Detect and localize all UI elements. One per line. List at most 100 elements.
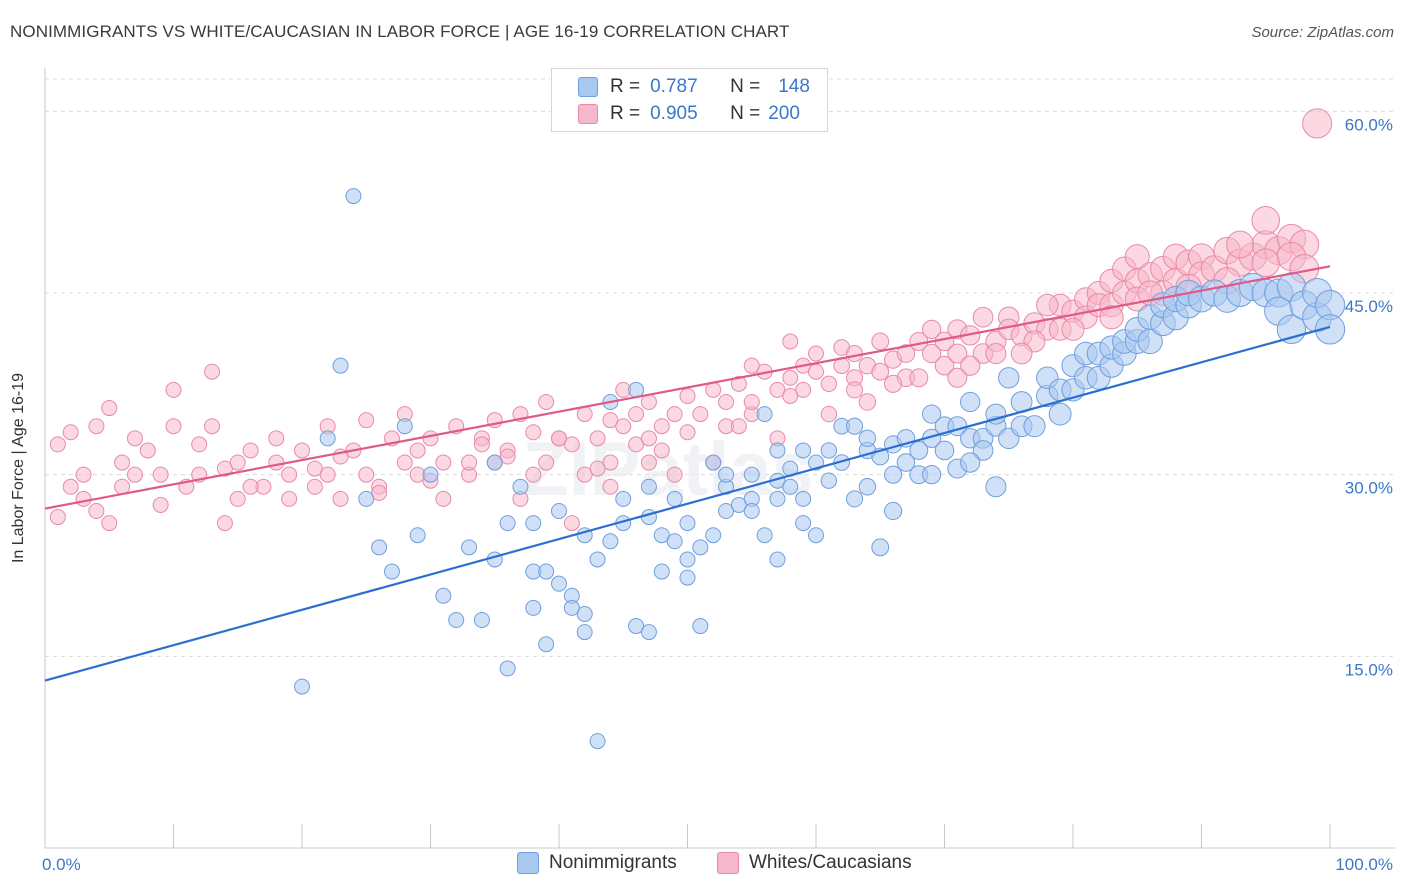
data-point-whites-caucasians <box>896 344 916 363</box>
data-point-nonimmigrants <box>499 660 516 677</box>
data-point-nonimmigrants <box>653 527 670 544</box>
data-point-whites-caucasians <box>191 436 208 453</box>
data-point-whites-caucasians <box>88 503 105 519</box>
data-point-whites-caucasians <box>563 515 580 532</box>
data-point-whites-caucasians <box>858 393 877 411</box>
data-point-nonimmigrants <box>525 599 542 616</box>
data-point-whites-caucasians <box>75 490 92 507</box>
data-point-nonimmigrants <box>756 527 773 544</box>
correlation-legend: R = 0.787 N = 148 R = 0.905 N = 200 <box>551 68 828 132</box>
data-point-nonimmigrants <box>820 472 838 489</box>
data-point-whites-caucasians <box>126 466 143 483</box>
trend-line-whites-caucasians <box>44 265 1331 510</box>
data-point-nonimmigrants <box>743 503 760 519</box>
data-point-whites-caucasians <box>653 442 670 459</box>
data-point-whites-caucasians <box>242 478 259 495</box>
y-tick-label: 45.0% <box>1345 297 1393 316</box>
data-point-whites-caucasians <box>126 430 143 447</box>
data-point-whites-caucasians <box>666 406 683 423</box>
data-point-whites-caucasians <box>152 496 169 513</box>
data-point-whites-caucasians <box>679 387 696 404</box>
data-point-nonimmigrants <box>499 515 516 532</box>
data-point-nonimmigrants <box>358 490 375 507</box>
data-point-whites-caucasians <box>499 448 516 465</box>
data-point-nonimmigrants <box>909 441 929 460</box>
data-point-whites-caucasians <box>782 333 799 350</box>
data-point-whites-caucasians <box>229 454 246 471</box>
data-point-whites-caucasians <box>204 363 221 380</box>
legend-swatch-pink <box>717 852 739 874</box>
data-point-nonimmigrants <box>486 454 503 471</box>
data-point-nonimmigrants <box>525 515 542 532</box>
data-point-nonimmigrants <box>858 429 877 448</box>
data-point-whites-caucasians <box>358 412 375 429</box>
data-point-nonimmigrants <box>551 503 567 519</box>
data-point-whites-caucasians <box>640 454 657 471</box>
data-point-nonimmigrants <box>640 478 657 495</box>
data-point-nonimmigrants <box>846 490 864 508</box>
legend-item-nonimmigrants: Nonimmigrants <box>517 852 677 874</box>
data-point-whites-caucasians <box>62 478 79 495</box>
data-point-whites-caucasians <box>947 343 968 364</box>
legend-label: Nonimmigrants <box>549 852 677 873</box>
data-point-nonimmigrants <box>756 406 773 423</box>
data-point-nonimmigrants <box>396 418 413 435</box>
source-label: Source: ZipAtlas.com <box>1251 24 1394 41</box>
y-tick-label: 60.0% <box>1345 115 1393 134</box>
data-point-nonimmigrants <box>808 527 824 544</box>
data-point-whites-caucasians <box>653 418 670 435</box>
data-point-whites-caucasians <box>808 345 824 362</box>
legend-r-value: 0.905 <box>650 103 698 124</box>
data-point-whites-caucasians <box>281 490 298 507</box>
data-point-whites-caucasians <box>319 466 336 483</box>
data-point-nonimmigrants <box>435 587 452 604</box>
data-point-nonimmigrants <box>332 357 349 374</box>
data-point-nonimmigrants <box>960 391 981 413</box>
data-point-whites-caucasians <box>473 436 490 453</box>
data-point-nonimmigrants <box>615 490 632 507</box>
series-legend: Nonimmigrants Whites/Caucasians <box>0 852 1406 878</box>
data-point-whites-caucasians <box>947 367 968 388</box>
data-point-whites-caucasians <box>422 430 439 447</box>
legend-row-whites: R = 0.905 N = 200 <box>578 102 800 126</box>
data-point-whites-caucasians <box>602 454 619 471</box>
data-point-whites-caucasians <box>808 363 824 380</box>
y-tick-label: 30.0% <box>1345 479 1393 498</box>
data-point-nonimmigrants <box>1314 314 1346 345</box>
y-tick-label: 15.0% <box>1345 660 1393 679</box>
data-point-whites-caucasians <box>165 381 182 398</box>
data-point-whites-caucasians <box>1124 244 1150 270</box>
data-point-whites-caucasians <box>972 306 994 328</box>
data-point-nonimmigrants <box>884 501 903 521</box>
data-point-whites-caucasians <box>589 430 606 447</box>
data-point-nonimmigrants <box>896 453 916 472</box>
data-point-whites-caucasians <box>1302 108 1333 139</box>
data-point-nonimmigrants <box>422 466 439 483</box>
data-point-whites-caucasians <box>1251 248 1281 278</box>
data-point-nonimmigrants <box>718 466 735 483</box>
data-point-nonimmigrants <box>589 551 606 568</box>
data-point-nonimmigrants <box>743 466 760 483</box>
data-point-whites-caucasians <box>1099 305 1124 330</box>
data-point-whites-caucasians <box>538 394 555 410</box>
data-point-nonimmigrants <box>628 618 645 635</box>
data-point-nonimmigrants <box>692 539 709 556</box>
legend-n-value: 148 <box>778 76 810 97</box>
data-point-nonimmigrants <box>448 612 465 628</box>
data-point-nonimmigrants <box>653 563 670 580</box>
data-point-nonimmigrants <box>795 490 812 507</box>
data-point-whites-caucasians <box>795 381 812 398</box>
data-point-whites-caucasians <box>525 466 542 483</box>
data-point-nonimmigrants <box>782 478 799 495</box>
data-point-whites-caucasians <box>538 454 555 471</box>
data-point-nonimmigrants <box>563 599 580 616</box>
data-point-nonimmigrants <box>383 563 400 580</box>
data-point-whites-caucasians <box>820 375 838 393</box>
legend-r-label: R = <box>610 76 641 97</box>
data-point-nonimmigrants <box>871 538 890 557</box>
data-point-whites-caucasians <box>922 343 942 364</box>
data-point-nonimmigrants <box>692 618 709 635</box>
data-point-nonimmigrants <box>538 563 555 580</box>
data-point-whites-caucasians <box>75 466 92 483</box>
data-point-whites-caucasians <box>846 345 864 363</box>
